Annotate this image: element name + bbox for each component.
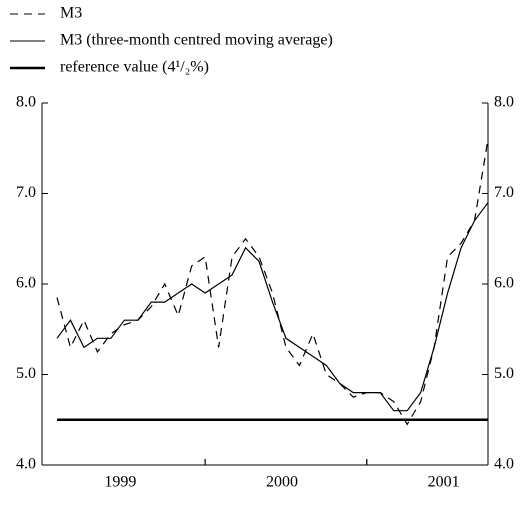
- y2-tick-label: 4.0: [494, 456, 514, 473]
- y2-tick-label: 6.0: [494, 275, 514, 292]
- y-tick-label: 7.0: [16, 184, 36, 201]
- y2-tick-label: 8.0: [494, 94, 514, 111]
- legend-label: M3: [60, 5, 82, 22]
- y-tick-label: 8.0: [16, 94, 36, 111]
- x-tick-label: 2001: [428, 474, 460, 491]
- x-tick-label: 1999: [104, 474, 136, 491]
- y-tick-label: 5.0: [16, 365, 36, 382]
- x-tick-label: 2000: [266, 474, 298, 491]
- y2-tick-label: 7.0: [494, 184, 514, 201]
- y-tick-label: 6.0: [16, 275, 36, 292]
- y2-tick-label: 5.0: [494, 365, 514, 382]
- legend-label: reference value (4¹/₂%): [60, 59, 209, 76]
- series-line: [56, 202, 489, 412]
- series-line: [56, 139, 489, 426]
- y-tick-label: 4.0: [16, 456, 36, 473]
- legend-label: M3 (three-month centred moving average): [60, 32, 333, 49]
